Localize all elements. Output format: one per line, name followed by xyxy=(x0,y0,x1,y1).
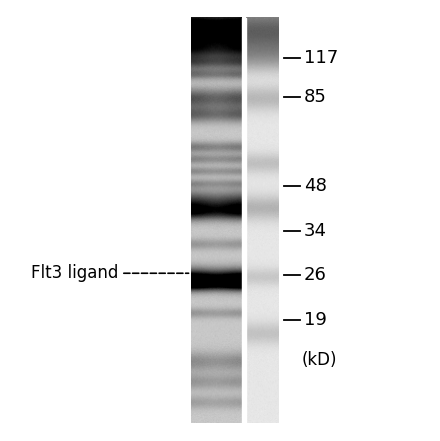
Text: 26: 26 xyxy=(304,266,327,284)
Text: 117: 117 xyxy=(304,49,338,67)
Text: Flt3 ligand: Flt3 ligand xyxy=(31,264,119,282)
Text: 48: 48 xyxy=(304,177,327,195)
Text: 19: 19 xyxy=(304,311,327,329)
Text: 34: 34 xyxy=(304,222,327,239)
Text: (kD): (kD) xyxy=(302,351,337,370)
Text: 85: 85 xyxy=(304,88,327,106)
